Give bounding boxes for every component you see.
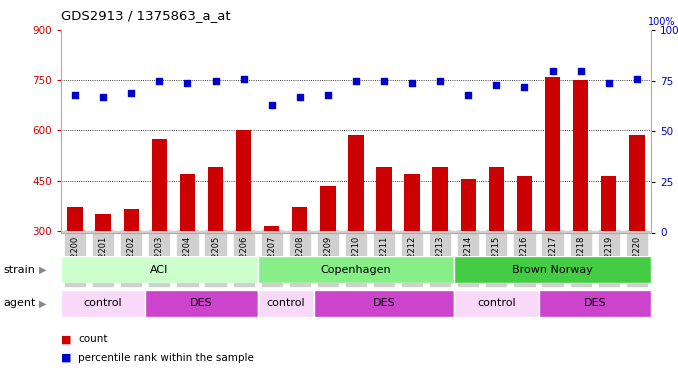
Point [238,76,249,82]
Bar [601,176,616,231]
Text: ▶: ▶ [39,298,47,308]
Text: ■: ■ [61,334,71,344]
Point [98,94,108,100]
Text: ■: ■ [61,353,71,363]
Text: DES: DES [373,298,395,308]
Bar [489,167,504,231]
Bar [460,179,476,231]
Point [323,92,334,98]
Bar [207,167,223,231]
Text: DES: DES [190,298,213,308]
Text: control: control [477,298,516,308]
Text: count: count [78,334,108,344]
Bar [348,135,363,231]
Bar [67,207,83,231]
Text: control: control [266,298,305,308]
Bar [61,290,145,317]
Bar [376,167,392,231]
Bar [61,256,258,283]
Bar [320,186,336,231]
Text: ACI: ACI [150,265,169,274]
Bar [236,130,252,231]
Text: DES: DES [583,298,606,308]
Point [631,76,642,82]
Point [70,92,81,98]
Bar [258,290,314,317]
Point [154,78,165,84]
Bar [152,139,167,231]
Text: ▶: ▶ [39,265,47,274]
Bar [538,290,651,317]
Bar [145,290,258,317]
Point [491,82,502,88]
Text: Copenhagen: Copenhagen [321,265,391,274]
Text: strain: strain [3,265,35,274]
Point [266,102,277,108]
Bar [61,231,651,251]
Bar [573,80,589,231]
Bar [314,290,454,317]
Bar [258,256,454,283]
Point [519,84,530,90]
Point [547,68,558,74]
Point [435,78,445,84]
Bar [517,176,532,231]
Point [351,78,361,84]
Text: Brown Norway: Brown Norway [512,265,593,274]
Bar [454,256,651,283]
Bar [123,209,139,231]
Bar [545,77,560,231]
Text: GDS2913 / 1375863_a_at: GDS2913 / 1375863_a_at [61,9,231,22]
Bar [404,174,420,231]
Bar [433,167,448,231]
Bar [454,290,538,317]
Point [407,80,418,86]
Bar [629,135,645,231]
Text: agent: agent [3,298,36,308]
Text: control: control [84,298,123,308]
Point [182,80,193,86]
Point [378,78,389,84]
Point [126,90,137,96]
Bar [264,226,279,231]
Point [463,92,474,98]
Point [603,80,614,86]
Point [210,78,221,84]
Text: 100%: 100% [648,17,676,27]
Text: percentile rank within the sample: percentile rank within the sample [78,353,254,363]
Bar [180,174,195,231]
Bar [96,214,111,231]
Bar [292,207,308,231]
Point [294,94,305,100]
Point [575,68,586,74]
